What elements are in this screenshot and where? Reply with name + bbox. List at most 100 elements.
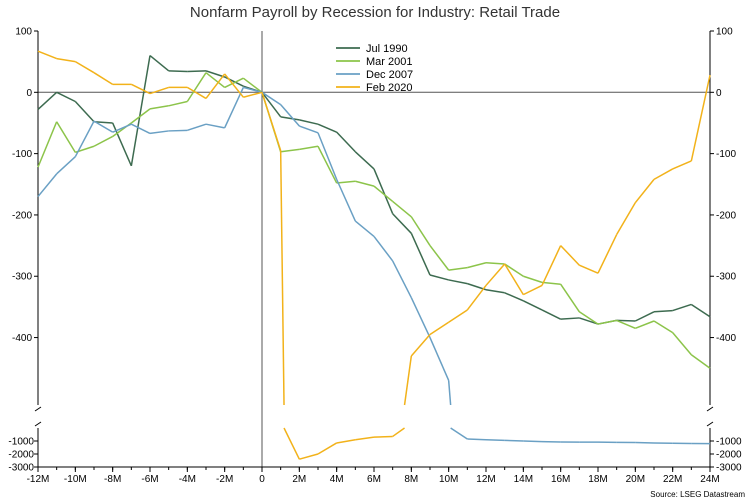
series-feb-2020	[37, 50, 711, 460]
x-tick-label: -8M	[104, 474, 121, 485]
y-tick-label-right: -100	[716, 149, 736, 160]
y-tick-label-left: -400	[12, 333, 32, 344]
series-segment	[373, 168, 394, 214]
x-tick-label: 8M	[404, 474, 418, 485]
series-segment	[466, 284, 487, 311]
series-segment	[149, 130, 169, 135]
series-segment	[541, 245, 562, 286]
x-tick-label: 22M	[663, 474, 682, 485]
series-segment	[354, 220, 375, 237]
series-segment	[131, 83, 151, 95]
series-segment	[450, 427, 468, 440]
series-segment	[447, 380, 452, 406]
y-tick-label-right-lower: -3000	[716, 463, 742, 474]
legend-label: Mar 2001	[366, 56, 412, 68]
series-segment	[410, 233, 431, 276]
series-segment	[485, 288, 505, 294]
series-segment	[205, 123, 225, 129]
series-segment	[429, 337, 450, 381]
series-segment	[279, 150, 285, 406]
series-segment	[690, 354, 711, 369]
x-tick-label: -6M	[141, 474, 158, 485]
series-segment	[93, 120, 114, 133]
series-segment	[280, 148, 300, 153]
series-segment	[130, 108, 151, 124]
series-segment	[74, 100, 95, 123]
series-segment	[299, 125, 319, 134]
series-segment	[429, 321, 450, 336]
series-segment	[541, 281, 561, 285]
series-segment	[429, 245, 450, 271]
series-segment	[149, 86, 169, 95]
series-segment	[635, 320, 655, 330]
series-segment	[597, 319, 617, 325]
series-segment	[392, 200, 412, 218]
x-tick-label: 2M	[292, 474, 306, 485]
y-tick-label-right: 0	[716, 88, 722, 99]
y-tick-label-right: -200	[716, 210, 736, 221]
series-segment	[373, 235, 394, 262]
series-segment	[93, 135, 114, 147]
x-tick-label: -12M	[27, 474, 50, 485]
series-segment	[429, 274, 449, 281]
y-tick-label-left: -300	[12, 272, 32, 283]
series-segment	[690, 303, 711, 318]
x-tick-label: 16M	[551, 474, 570, 485]
series-segment	[317, 123, 337, 133]
x-tick-label: 18M	[588, 474, 607, 485]
axis-break-mark	[706, 406, 714, 412]
series-segment	[616, 202, 636, 235]
series-segment	[504, 439, 524, 442]
series-segment	[448, 266, 468, 271]
series-segment	[354, 151, 375, 170]
y-tick-label-left: -200	[12, 210, 32, 221]
x-tick-label: 12M	[476, 474, 495, 485]
series-segment	[283, 427, 301, 460]
series-segment	[523, 300, 543, 311]
series-segment	[597, 234, 618, 274]
series-segment	[205, 72, 226, 88]
series-segment	[93, 120, 113, 124]
series-segment	[523, 275, 543, 284]
x-tick-label: 4M	[330, 474, 344, 485]
series-segment	[391, 260, 413, 299]
series-segment	[653, 168, 674, 181]
series-segment	[467, 262, 487, 269]
series-segment	[56, 57, 76, 63]
series-segment	[56, 121, 76, 153]
series-segment	[653, 320, 674, 334]
x-tick-label: -10M	[64, 474, 87, 485]
series-segment	[131, 123, 151, 135]
series-segment	[149, 105, 169, 110]
y-tick-label-left: -100	[12, 149, 32, 160]
series-segment	[616, 319, 636, 330]
series-segment	[373, 185, 394, 203]
series-segment	[560, 317, 580, 320]
axis-break-mark	[34, 406, 42, 412]
series-segment	[336, 438, 356, 444]
series-segment	[578, 311, 599, 325]
series-segment	[579, 264, 599, 274]
axis-break-mark	[706, 421, 714, 427]
chart-title: Nonfarm Payroll by Recession for Industr…	[190, 4, 560, 21]
legend-label: Feb 2020	[366, 82, 412, 94]
series-segment	[579, 317, 599, 325]
series-segment	[93, 72, 114, 85]
series-segment	[205, 70, 225, 78]
series-segment	[186, 72, 207, 102]
y-tick-label-left-lower: -1000	[8, 437, 34, 448]
series-segment	[243, 91, 263, 98]
series-segment	[392, 427, 405, 438]
axis-break-mark	[34, 421, 42, 427]
source-note: Source: LSEG Datastream	[650, 490, 745, 499]
series-segment	[653, 309, 673, 313]
series-segment	[541, 309, 561, 320]
series-segment	[355, 436, 375, 441]
series-segment	[168, 70, 188, 73]
series-segment	[261, 91, 282, 118]
y-tick-label-right: 100	[716, 27, 733, 38]
x-tick-label: 0	[259, 474, 265, 485]
series-segment	[37, 50, 57, 60]
series-segment	[523, 284, 543, 296]
x-tick-label: 24M	[700, 474, 719, 485]
